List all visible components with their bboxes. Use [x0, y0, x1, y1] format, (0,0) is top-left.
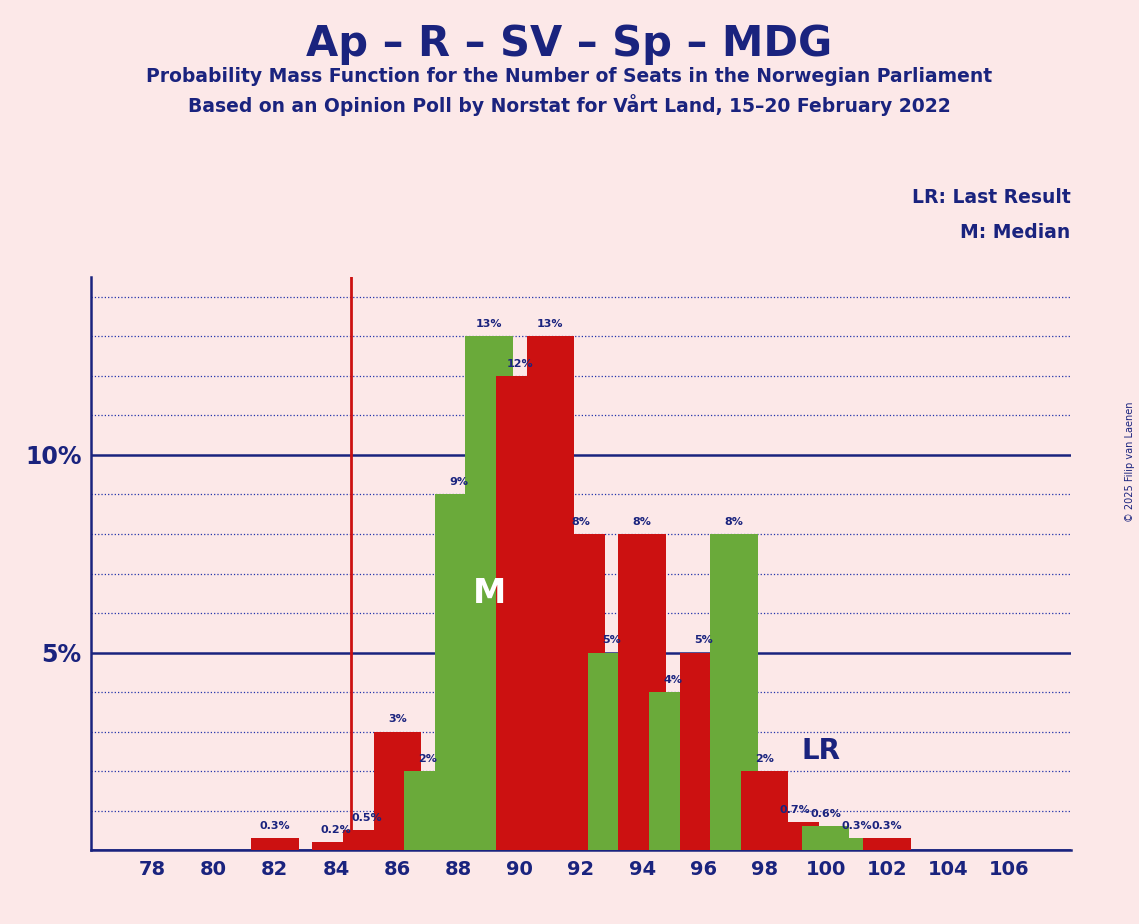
Text: 3%: 3% — [388, 714, 407, 724]
Text: 8%: 8% — [632, 517, 652, 527]
Bar — [374, 732, 421, 850]
Text: LR: Last Result: LR: Last Result — [912, 188, 1071, 207]
Bar — [863, 838, 911, 850]
Text: Based on an Opinion Poll by Norstat for Vårt Land, 15–20 February 2022: Based on an Opinion Poll by Norstat for … — [188, 94, 951, 116]
Text: © 2025 Filip van Laenen: © 2025 Filip van Laenen — [1125, 402, 1134, 522]
Bar — [771, 822, 819, 850]
Bar — [649, 692, 696, 850]
Bar — [588, 652, 636, 850]
Text: 12%: 12% — [507, 359, 533, 369]
Text: 4%: 4% — [663, 675, 682, 685]
Text: M: Median: M: Median — [960, 223, 1071, 242]
Text: 0.6%: 0.6% — [810, 809, 842, 820]
Text: 8%: 8% — [724, 517, 744, 527]
Text: Probability Mass Function for the Number of Seats in the Norwegian Parliament: Probability Mass Function for the Number… — [147, 67, 992, 86]
Text: 9%: 9% — [449, 478, 468, 487]
Text: 2%: 2% — [755, 754, 775, 764]
Text: 0.5%: 0.5% — [351, 813, 382, 823]
Bar — [404, 771, 451, 850]
Text: 0.3%: 0.3% — [841, 821, 871, 831]
Text: 13%: 13% — [476, 320, 502, 329]
Bar — [312, 842, 360, 850]
Bar — [343, 831, 391, 850]
Text: Ap – R – SV – Sp – MDG: Ap – R – SV – Sp – MDG — [306, 23, 833, 65]
Text: 8%: 8% — [572, 517, 590, 527]
Bar — [711, 534, 757, 850]
Text: 0.3%: 0.3% — [871, 821, 902, 831]
Bar — [833, 838, 880, 850]
Bar — [618, 534, 666, 850]
Bar — [526, 336, 574, 850]
Text: 5%: 5% — [694, 636, 713, 646]
Bar — [435, 494, 482, 850]
Text: M: M — [473, 577, 506, 610]
Bar — [466, 336, 513, 850]
Bar — [495, 376, 543, 850]
Text: LR: LR — [801, 737, 841, 765]
Text: 0.2%: 0.2% — [321, 825, 351, 835]
Bar — [251, 838, 298, 850]
Bar — [802, 826, 850, 850]
Bar — [740, 771, 788, 850]
Text: 5%: 5% — [603, 636, 621, 646]
Text: 13%: 13% — [536, 320, 564, 329]
Bar — [680, 652, 727, 850]
Bar — [557, 534, 605, 850]
Text: 0.7%: 0.7% — [780, 806, 811, 815]
Text: 0.3%: 0.3% — [260, 821, 290, 831]
Text: 2%: 2% — [418, 754, 437, 764]
